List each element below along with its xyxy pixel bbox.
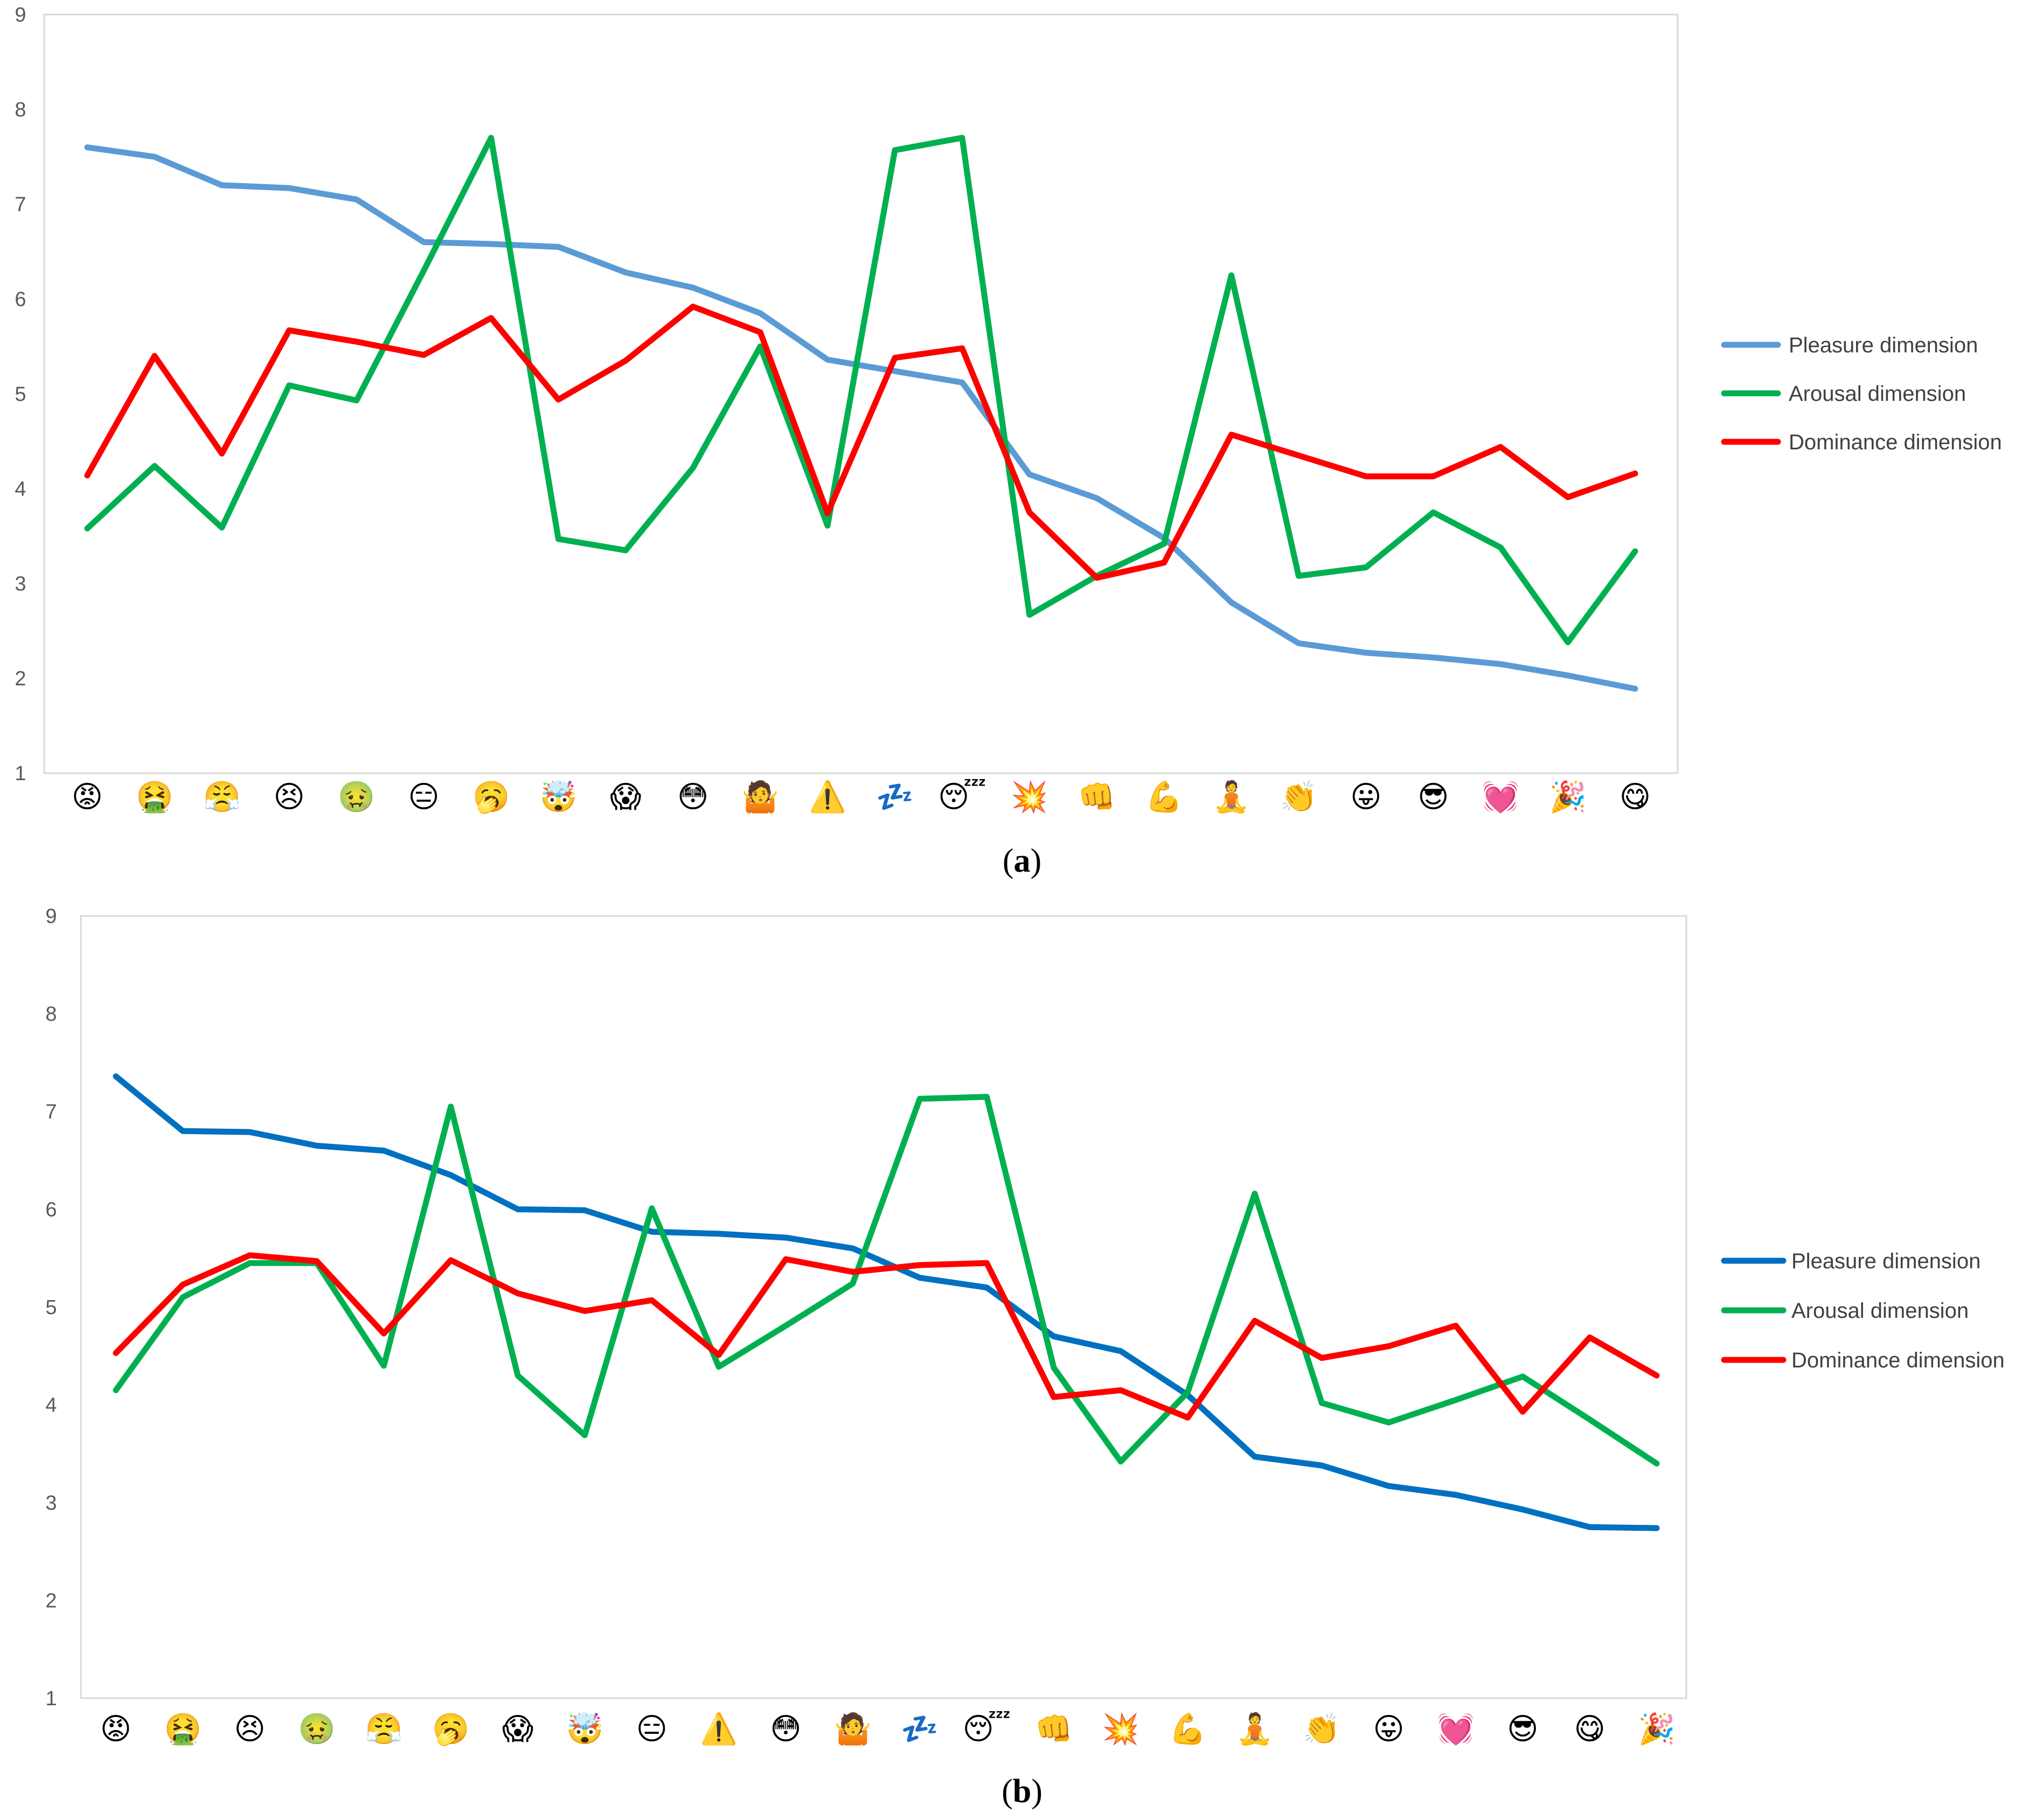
x-tick-emoji: 🤮 xyxy=(136,780,173,815)
x-tick-emoji: 💪 xyxy=(1169,1712,1207,1747)
legend-label: Dominance dimension xyxy=(1789,430,2002,454)
legend-label: Dominance dimension xyxy=(1791,1349,2005,1372)
series-line-pleasure-dimension xyxy=(84,144,1638,692)
x-tick-emoji: 👏 xyxy=(1303,1712,1340,1747)
x-tick-emoji: 😤 xyxy=(203,780,241,815)
chart-panel-a: 1 2 3 4 5 6 7 8 9 😡 🤮 😤 😣 🤢 😑 🥱 🤯 😱 😳 🤷 ⚠️ 💤 😴 💥 👊 💪 🧘 👏 😛 😎 💓 🎉 😋 Plea… xyxy=(15,4,2002,879)
x-tick-emoji: 💤 xyxy=(901,1712,939,1747)
y-tick-label: 4 xyxy=(45,1394,57,1417)
y-tick-label: 4 xyxy=(15,478,26,501)
y-tick-label: 5 xyxy=(15,383,26,406)
y-tick-label: 2 xyxy=(45,1590,57,1613)
x-tick-emoji: 😣 xyxy=(234,1712,266,1747)
x-tick-emoji: 😋 xyxy=(1620,780,1651,815)
x-tick-emoji: 💓 xyxy=(1482,780,1519,815)
legend-label: Pleasure dimension xyxy=(1789,334,1978,357)
y-tick-label: 1 xyxy=(15,762,26,785)
x-tick-emoji: 😴 xyxy=(963,1711,1011,1747)
x-tick-emoji: 👊 xyxy=(1035,1712,1073,1747)
y-tick-label: 3 xyxy=(45,1492,57,1515)
series-line-pleasure-dimension xyxy=(113,1073,1660,1531)
x-tick-emoji: 😎 xyxy=(1417,780,1449,815)
series-line-arousal-dimension xyxy=(113,1094,1660,1467)
x-tick-emoji: 👏 xyxy=(1280,780,1318,815)
legend-label: Arousal dimension xyxy=(1791,1299,1969,1323)
series-line-dominance-dimension xyxy=(84,303,1638,581)
x-tick-emoji: 💤 xyxy=(876,780,914,815)
x-tick-emoji: 🎉 xyxy=(1638,1712,1676,1747)
x-tick-emoji: 😡 xyxy=(72,780,103,815)
x-tick-emoji: ⚠️ xyxy=(809,780,846,815)
y-tick-label: 8 xyxy=(45,1003,57,1026)
x-tick-emoji: 😑 xyxy=(636,1712,668,1747)
x-tick-emoji: 🤯 xyxy=(566,1712,604,1747)
x-tick-emoji: 😡 xyxy=(100,1712,131,1747)
caption-letter: a xyxy=(1014,843,1031,879)
x-tick-emoji: 😛 xyxy=(1350,780,1381,815)
x-tick-emoji: 😴 xyxy=(938,779,986,815)
x-tick-emoji: 😛 xyxy=(1373,1712,1404,1747)
x-tick-emoji: 😱 xyxy=(502,1712,533,1747)
x-tick-emoji: 🥱 xyxy=(472,780,510,815)
y-tick-label: 7 xyxy=(15,193,26,216)
x-tick-emoji: 😋 xyxy=(1574,1712,1605,1747)
x-tick-emoji: 🥱 xyxy=(432,1712,470,1747)
x-tick-emoji: 💪 xyxy=(1145,780,1183,815)
legend-label: Arousal dimension xyxy=(1789,382,1966,406)
x-tick-emoji: ⚠️ xyxy=(700,1712,738,1747)
y-tick-label: 7 xyxy=(45,1101,57,1123)
x-tick-emoji: 🤷 xyxy=(834,1711,872,1747)
plot-area-border xyxy=(80,915,1687,1699)
y-tick-label: 2 xyxy=(15,668,26,690)
x-tick-emoji: 👊 xyxy=(1078,780,1116,815)
y-tick-label: 3 xyxy=(15,573,26,595)
x-tick-emoji: 🤯 xyxy=(540,780,578,815)
x-tick-emoji: 😳 xyxy=(770,1712,801,1747)
x-tick-emoji: 🤢 xyxy=(298,1712,336,1747)
y-tick-label: 9 xyxy=(45,905,57,928)
x-tick-emoji: 🤮 xyxy=(164,1712,201,1747)
x-tick-emoji: 🤷 xyxy=(741,779,779,815)
x-tick-emoji: 💥 xyxy=(1102,1712,1139,1747)
x-tick-emoji: 😱 xyxy=(610,780,641,815)
panel-caption: (b) xyxy=(1002,1773,1043,1810)
x-tick-emoji: 😣 xyxy=(274,780,305,815)
x-tick-emoji: 🎉 xyxy=(1549,780,1587,815)
panel-caption: (a) xyxy=(1003,843,1041,879)
y-tick-label: 5 xyxy=(45,1296,57,1319)
caption-letter: b xyxy=(1013,1773,1031,1810)
x-tick-emoji: 💥 xyxy=(1011,780,1048,815)
series-line-arousal-dimension xyxy=(84,135,1638,645)
x-tick-emoji: 😳 xyxy=(677,780,708,815)
x-tick-emoji: 😎 xyxy=(1507,1712,1538,1747)
x-tick-emoji: 🧘 xyxy=(1213,780,1250,815)
chart-panel-b: 1 2 3 4 5 6 7 8 9 😡 🤮 😣 🤢 😤 🥱 😱 🤯 😑 ⚠️ 😳 🤷 💤 😴 👊 💥 💪 🧘 👏 😛 💓 😎 😋 🎉 Plea… xyxy=(45,905,2004,1810)
y-tick-label: 8 xyxy=(15,99,26,121)
x-tick-emoji: 💓 xyxy=(1437,1712,1475,1747)
series-line-dominance-dimension xyxy=(113,1252,1660,1421)
x-tick-emoji: 😑 xyxy=(408,780,439,815)
legend-label: Pleasure dimension xyxy=(1791,1249,1981,1273)
plot-area-border xyxy=(43,13,1679,774)
y-tick-label: 6 xyxy=(45,1199,57,1221)
x-tick-emoji: 🧘 xyxy=(1236,1712,1274,1747)
x-tick-emoji: 😤 xyxy=(365,1712,403,1747)
y-tick-label: 9 xyxy=(15,4,26,26)
y-tick-label: 1 xyxy=(45,1687,57,1710)
y-tick-label: 6 xyxy=(15,288,26,311)
x-tick-emoji: 🤢 xyxy=(338,780,376,815)
